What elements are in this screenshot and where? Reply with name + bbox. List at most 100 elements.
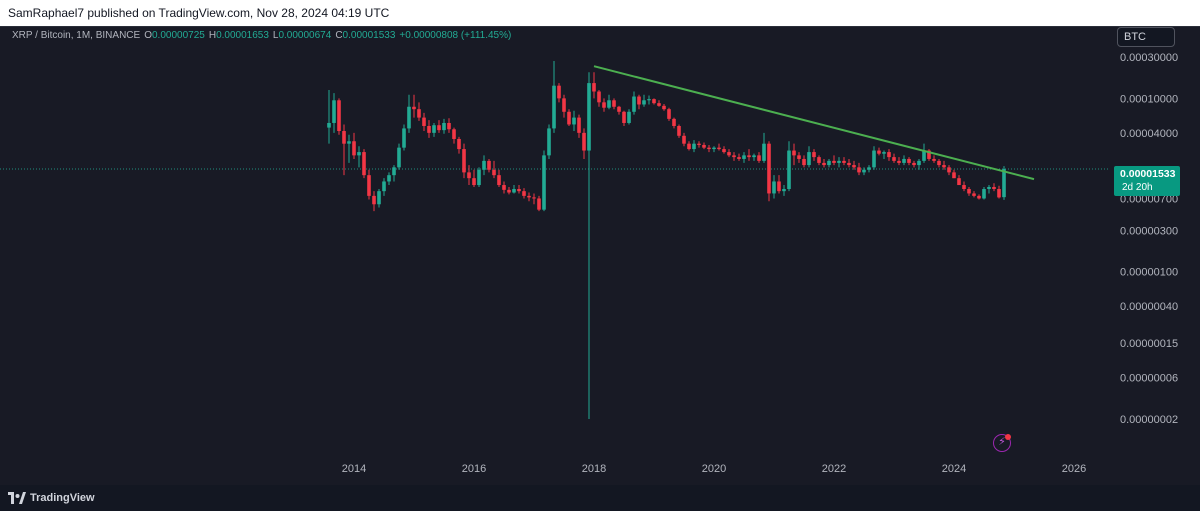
- candle-body: [777, 181, 781, 192]
- candle-body: [772, 181, 776, 194]
- candle-body: [642, 100, 646, 105]
- candle-body: [717, 147, 721, 150]
- candle-body: [872, 150, 876, 168]
- candle-body: [832, 160, 836, 163]
- candle-body: [617, 106, 621, 112]
- y-tick-label: 0.00000015: [1120, 338, 1178, 350]
- candle-body: [392, 167, 396, 176]
- candle-body: [522, 191, 526, 196]
- candle-body: [977, 195, 981, 199]
- candle-body: [997, 189, 1001, 198]
- candle-body: [632, 96, 636, 112]
- brand-name: TradingView: [30, 492, 95, 504]
- candle-body: [457, 138, 461, 150]
- candle-body: [697, 143, 701, 145]
- symbol-name[interactable]: XRP / Bitcoin, 1M, BINANCE: [12, 30, 141, 41]
- close-value: 0.00001533: [342, 30, 396, 41]
- candle-body: [412, 106, 416, 110]
- candle-body: [657, 103, 661, 106]
- candle-body: [922, 150, 926, 161]
- candle-body: [797, 155, 801, 159]
- x-tick-label: 2022: [822, 463, 846, 475]
- candle-body: [442, 122, 446, 131]
- candle-body: [902, 158, 906, 163]
- candle-body: [592, 83, 596, 92]
- candle-body: [347, 141, 351, 144]
- candle-body: [907, 158, 911, 163]
- candle-body: [587, 83, 591, 151]
- high-label: H: [208, 30, 217, 41]
- candle-body: [707, 147, 711, 150]
- candle-body: [397, 147, 401, 168]
- y-tick-label: 0.00000100: [1120, 267, 1178, 279]
- x-tick-label: 2018: [582, 463, 606, 475]
- candle-body: [532, 197, 536, 199]
- chart-panel[interactable]: [0, 26, 1200, 487]
- candle-body: [652, 99, 656, 104]
- low-value: 0.00000674: [278, 30, 332, 41]
- candle-body: [737, 157, 741, 159]
- candle-body: [727, 152, 731, 156]
- candle-body: [887, 152, 891, 158]
- candle-body: [842, 160, 846, 163]
- candle-body: [767, 143, 771, 194]
- candle-body: [787, 150, 791, 190]
- tradingview-logo-icon: [8, 492, 26, 504]
- open-label: O: [144, 30, 152, 41]
- candle-body: [677, 125, 681, 136]
- candle-body: [367, 175, 371, 196]
- candle-body: [332, 100, 336, 123]
- y-tick-label: 0.00000040: [1120, 301, 1178, 313]
- candle-body: [572, 117, 576, 125]
- candle-body: [917, 160, 921, 166]
- candle-body: [622, 111, 626, 123]
- candle-body: [1002, 168, 1006, 198]
- candle-body: [567, 111, 571, 125]
- candle-body: [542, 155, 546, 210]
- candle-body: [552, 85, 556, 129]
- candle-body: [362, 152, 366, 176]
- candle-body: [667, 109, 671, 119]
- price-chart[interactable]: 0.00030000 0.00010000 0.00004000 0.00000700…: [0, 26, 1200, 485]
- candle-body: [892, 157, 896, 161]
- candle-body: [372, 195, 376, 205]
- candle-body: [537, 198, 541, 210]
- candle-body: [637, 96, 641, 105]
- candle-body: [912, 162, 916, 166]
- candle-body: [742, 155, 746, 159]
- candle-body: [467, 172, 471, 179]
- x-tick-label: 2020: [702, 463, 726, 475]
- publish-text: SamRaphael7 published on TradingView.com…: [8, 6, 390, 20]
- candle-body: [577, 117, 581, 133]
- candle-body: [877, 150, 881, 154]
- y-tick-label: 0.00000300: [1120, 225, 1178, 237]
- candle-body: [492, 169, 496, 176]
- candle-body: [882, 152, 886, 154]
- candle-body: [607, 100, 611, 108]
- candle-body: [472, 178, 476, 186]
- candle-body: [782, 189, 786, 192]
- candle-body: [447, 122, 451, 130]
- candle-body: [692, 143, 696, 150]
- candle-body: [417, 109, 421, 118]
- candle-body: [687, 143, 691, 150]
- candle-body: [487, 160, 491, 170]
- candle-body: [462, 149, 466, 173]
- candle-body: [837, 160, 841, 163]
- candle-body: [937, 160, 941, 166]
- candle-body: [612, 100, 616, 107]
- candle-body: [597, 91, 601, 103]
- candle-body: [427, 125, 431, 133]
- candle-body: [387, 175, 391, 182]
- flash-icon[interactable]: ⚡: [993, 434, 1011, 452]
- trendline[interactable]: [593, 65, 1035, 181]
- candle-body: [802, 158, 806, 166]
- candle-body: [857, 167, 861, 173]
- currency-button[interactable]: BTC: [1117, 27, 1175, 47]
- x-tick-label: 2016: [462, 463, 486, 475]
- candle-body: [517, 189, 521, 192]
- candle-body: [432, 125, 436, 133]
- candle-body: [557, 85, 561, 99]
- candle-body: [562, 98, 566, 112]
- y-tick-label: 0.00010000: [1120, 93, 1178, 105]
